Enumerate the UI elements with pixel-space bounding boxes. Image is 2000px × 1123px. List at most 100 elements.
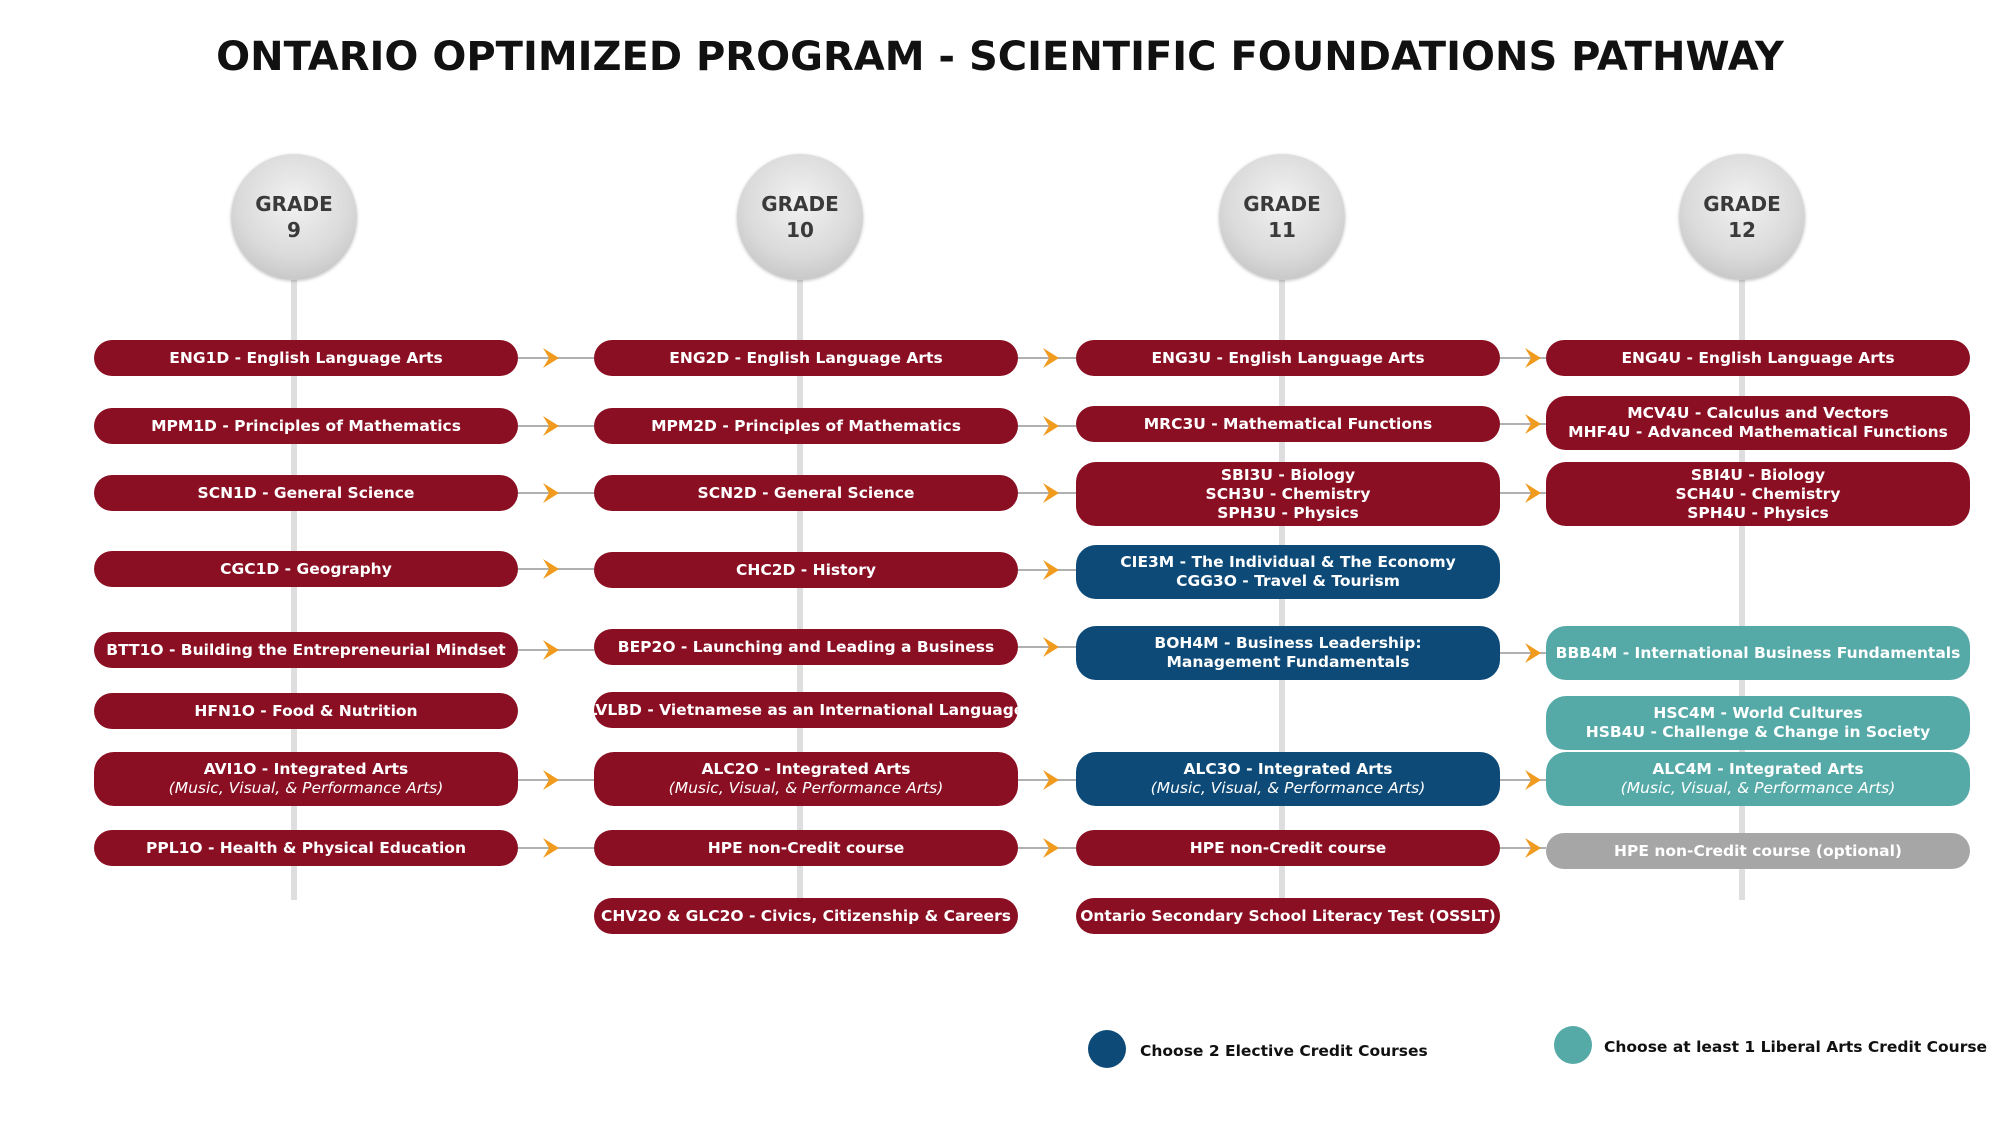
course-line: MPM2D - Principles of Mathematics (651, 416, 961, 435)
course-line: (Music, Visual, & Performance Arts) (668, 779, 944, 797)
course-line: SPH3U - Physics (1217, 503, 1359, 522)
course-pill-required: HFN1O - Food & Nutrition (94, 693, 518, 729)
course-line: AVI1O - Integrated Arts (203, 760, 409, 778)
course-pill-required: AVI1O - Integrated Arts (Music, Visual, &… (94, 752, 518, 806)
course-pill-elective: ALC3O - Integrated Arts (Music, Visual, &… (1076, 752, 1500, 806)
course-line: CHV2O & GLC2O - Civics, Citizenship & Ca… (601, 906, 1011, 925)
course-line: BTT1O - Building the Entrepreneurial Min… (106, 640, 506, 659)
course-line: (Music, Visual, & Performance Arts) (168, 779, 444, 797)
arrow-right-icon (1525, 643, 1541, 663)
course-pill-required: HPE non-Credit course (1076, 830, 1500, 866)
course-pill-required: SCN2D - General Science (594, 475, 1018, 511)
course-line: CGC1D - Geography (220, 559, 392, 578)
course-line: BEP2O - Launching and Leading a Business (617, 637, 995, 656)
connector-line (1018, 847, 1076, 849)
arrow-right-icon (1525, 348, 1541, 368)
course-pill-required: ENG1D - English Language Arts (94, 340, 518, 376)
grade-number: 10 (786, 218, 814, 242)
course-line: ENG2D - English Language Arts (669, 348, 943, 367)
arrow-right-icon (543, 559, 559, 579)
course-line: PPL1O - Health & Physical Education (146, 838, 466, 857)
connector-line (1018, 779, 1076, 781)
liberal-arts-legend-swatch (1554, 1026, 1592, 1064)
course-pill-elective: CIE3M - The Individual & The Economy CGG3… (1076, 545, 1500, 599)
course-line: MPM1D - Principles of Mathematics (151, 416, 461, 435)
grade-label: GRADE (1703, 192, 1781, 216)
course-line: MCV4U - Calculus and Vectors (1627, 404, 1889, 422)
course-pill-required: CGC1D - Geography (94, 551, 518, 587)
course-pill-required: Ontario Secondary School Literacy Test (… (1076, 898, 1500, 934)
course-pill-required: MPM1D - Principles of Mathematics (94, 408, 518, 444)
grade-label: GRADE (1243, 192, 1321, 216)
arrow-right-icon (543, 348, 559, 368)
grade-label: GRADE (255, 192, 333, 216)
grade-10-badge: GRADE 10 (737, 154, 863, 280)
grade-number: 12 (1728, 218, 1756, 242)
course-line: ENG3U - English Language Arts (1151, 348, 1425, 367)
arrow-right-icon (543, 483, 559, 503)
course-line: ENG4U - English Language Arts (1621, 348, 1895, 367)
course-line: SCN2D - General Science (697, 483, 915, 502)
course-line: SBI4U - Biology (1690, 465, 1826, 484)
course-line: CIE3M - The Individual & The Economy (1120, 553, 1456, 571)
grade-12-badge: GRADE 12 (1679, 154, 1805, 280)
course-line: SPH4U - Physics (1687, 503, 1829, 522)
course-pill-required: ENG2D - English Language Arts (594, 340, 1018, 376)
grade-number: 11 (1268, 218, 1296, 242)
grade-label: GRADE (761, 192, 839, 216)
arrow-right-icon (1043, 838, 1059, 858)
course-line: BOH4M - Business Leadership: (1154, 634, 1422, 652)
course-line: CGG3O - Travel & Tourism (1176, 572, 1400, 590)
course-line: MRC3U - Mathematical Functions (1143, 414, 1433, 433)
arrow-right-icon (1043, 770, 1059, 790)
connector-line (1500, 847, 1546, 849)
arrow-right-icon (1525, 483, 1541, 503)
course-line: (Music, Visual, & Performance Arts) (1620, 779, 1896, 797)
course-line: HFN1O - Food & Nutrition (194, 701, 418, 720)
connector-line (1018, 492, 1076, 494)
course-pill-required: SBI3U - Biology SCH3U - Chemistry SPH3U - … (1076, 462, 1500, 526)
course-line: HSC4M - World Cultures (1653, 704, 1863, 722)
arrow-right-icon (1043, 416, 1059, 436)
course-pill-required: CHC2D - History (594, 552, 1018, 588)
course-line: ALC4M - Integrated Arts (1652, 760, 1864, 778)
course-line: HPE non-Credit course (optional) (1614, 841, 1902, 860)
connector-line (1018, 569, 1076, 571)
course-pill-required: SCN1D - General Science (94, 475, 518, 511)
course-line: ALC2O - Integrated Arts (701, 760, 911, 778)
course-pill-required: BEP2O - Launching and Leading a Business (594, 629, 1018, 665)
course-pill-required: BTT1O - Building the Entrepreneurial Min… (94, 632, 518, 668)
arrow-right-icon (543, 416, 559, 436)
course-line: ALC3O - Integrated Arts (1183, 760, 1393, 778)
page-title: ONTARIO OPTIMIZED PROGRAM - SCIENTIFIC F… (216, 34, 1784, 80)
course-line: HPE non-Credit course (1189, 838, 1387, 857)
course-line: SCH4U - Chemistry (1675, 484, 1841, 503)
course-line: SBI3U - Biology (1220, 465, 1356, 484)
course-pill-required: ENG3U - English Language Arts (1076, 340, 1500, 376)
course-line: SCN1D - General Science (197, 483, 415, 502)
course-pill-required: MPM2D - Principles of Mathematics (594, 408, 1018, 444)
grade-number: 9 (287, 218, 301, 242)
course-line: (Music, Visual, & Performance Arts) (1150, 779, 1426, 797)
connector-line (1500, 779, 1546, 781)
course-pill-liberal-arts: ALC4M - Integrated Arts (Music, Visual, &… (1546, 752, 1970, 806)
arrow-right-icon (543, 838, 559, 858)
arrow-right-icon (1043, 483, 1059, 503)
arrow-right-icon (543, 640, 559, 660)
course-pill-required: SBI4U - Biology SCH4U - Chemistry SPH4U - … (1546, 462, 1970, 526)
course-pill-liberal-arts: BBB4M - International Business Fundament… (1546, 626, 1970, 680)
course-line: ENG1D - English Language Arts (169, 348, 443, 367)
grade-11-badge: GRADE 11 (1219, 154, 1345, 280)
arrow-right-icon (1043, 637, 1059, 657)
course-line: BBB4M - International Business Fundament… (1555, 643, 1961, 662)
course-pill-required: CHV2O & GLC2O - Civics, Citizenship & Ca… (594, 898, 1018, 934)
course-line: SCH3U - Chemistry (1205, 484, 1371, 503)
course-pill-required: MRC3U - Mathematical Functions (1076, 406, 1500, 442)
connector-line (1500, 492, 1546, 494)
arrow-right-icon (1525, 770, 1541, 790)
arrow-right-icon (543, 770, 559, 790)
course-pill-elective: BOH4M - Business Leadership: Management F… (1076, 626, 1500, 680)
course-line: HSB4U - Challenge & Change in Society (1585, 723, 1931, 741)
connector-line (1018, 357, 1076, 359)
course-pill-required: ENG4U - English Language Arts (1546, 340, 1970, 376)
